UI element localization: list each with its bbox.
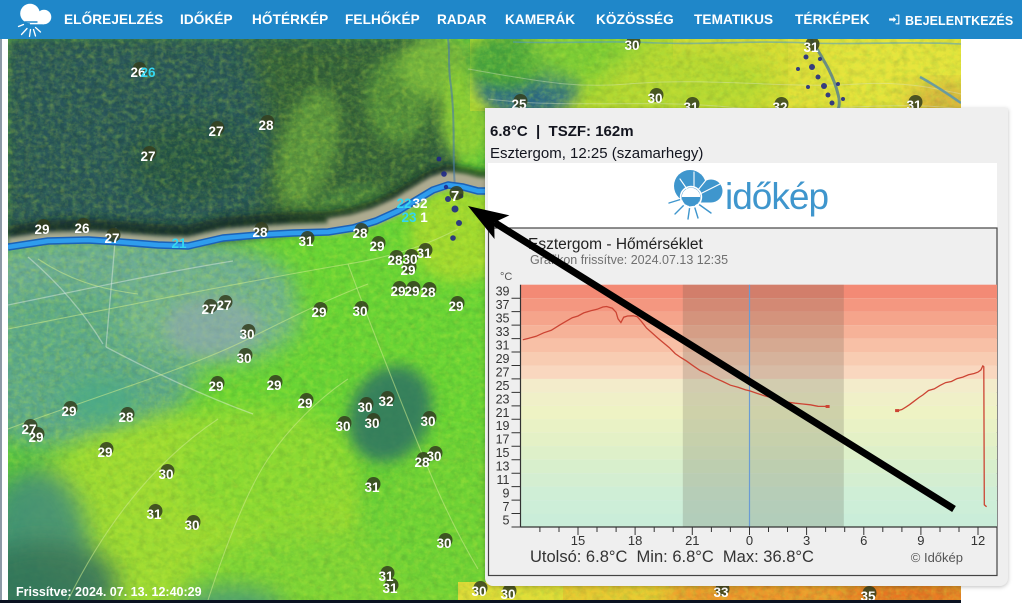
- svg-text:15: 15: [496, 446, 510, 460]
- svg-text:33: 33: [713, 585, 729, 600]
- svg-text:30: 30: [184, 518, 199, 533]
- svg-text:23: 23: [496, 392, 510, 406]
- svg-text:27: 27: [104, 231, 119, 246]
- svg-text:28: 28: [414, 455, 430, 470]
- svg-text:28: 28: [352, 226, 368, 241]
- svg-text:31: 31: [416, 246, 432, 261]
- svg-text:29: 29: [448, 299, 463, 314]
- svg-text:27: 27: [201, 302, 216, 317]
- svg-text:29: 29: [266, 378, 281, 393]
- svg-text:29: 29: [369, 239, 384, 254]
- svg-text:9: 9: [503, 487, 510, 501]
- svg-text:7: 7: [451, 188, 459, 205]
- svg-text:29: 29: [390, 284, 405, 299]
- svg-text:30: 30: [357, 400, 372, 415]
- svg-text:31: 31: [364, 480, 380, 495]
- svg-text:13: 13: [496, 460, 510, 474]
- svg-text:9: 9: [917, 533, 924, 548]
- svg-text:3: 3: [803, 533, 810, 548]
- svg-text:30: 30: [420, 414, 435, 429]
- svg-text:5: 5: [503, 514, 510, 528]
- svg-text:Frissítve: 2024. 07. 13. 12:40: Frissítve: 2024. 07. 13. 12:40:29: [16, 585, 202, 599]
- svg-text:31: 31: [298, 234, 314, 249]
- svg-text:35: 35: [860, 589, 876, 600]
- svg-text:30: 30: [364, 416, 379, 431]
- svg-text:28: 28: [258, 118, 274, 133]
- svg-text:7: 7: [503, 500, 510, 514]
- svg-text:30: 30: [352, 304, 367, 319]
- svg-text:31: 31: [496, 339, 510, 353]
- svg-text:29: 29: [34, 222, 49, 237]
- svg-text:31: 31: [803, 40, 819, 55]
- svg-text:0: 0: [746, 533, 753, 548]
- svg-text:27: 27: [21, 422, 36, 437]
- svg-text:26: 26: [130, 65, 146, 80]
- svg-text:30: 30: [500, 587, 515, 600]
- svg-text:28: 28: [420, 285, 436, 300]
- svg-text:32: 32: [412, 196, 427, 211]
- svg-text:37: 37: [496, 298, 510, 312]
- svg-text:Utolsó: 6.8°C Min: 6.8°C Max: Utolsó: 6.8°C Min: 6.8°C Max: 36.8°C: [530, 548, 814, 566]
- svg-text:22: 22: [396, 196, 411, 211]
- svg-text:27: 27: [216, 298, 231, 313]
- svg-text:31: 31: [378, 569, 394, 584]
- svg-text:12: 12: [971, 533, 985, 548]
- svg-text:29: 29: [208, 379, 223, 394]
- svg-text:© Időkép: © Időkép: [911, 550, 963, 565]
- svg-text:30: 30: [647, 91, 662, 106]
- svg-text:11: 11: [497, 473, 510, 487]
- svg-text:39: 39: [496, 285, 510, 299]
- svg-text:29: 29: [61, 404, 76, 419]
- svg-text:33: 33: [496, 325, 510, 339]
- svg-text:1: 1: [420, 210, 428, 225]
- svg-text:30: 30: [624, 39, 639, 53]
- svg-text:26: 26: [140, 65, 156, 80]
- svg-text:6: 6: [860, 533, 867, 548]
- svg-text:32: 32: [378, 394, 393, 409]
- svg-text:15: 15: [571, 533, 585, 548]
- svg-text:27: 27: [496, 365, 510, 379]
- svg-text:35: 35: [496, 312, 510, 326]
- svg-text:29: 29: [297, 396, 312, 411]
- svg-text:28: 28: [387, 253, 403, 268]
- svg-text:31: 31: [146, 507, 162, 522]
- svg-text:30: 30: [335, 419, 350, 434]
- svg-text:28: 28: [252, 225, 268, 240]
- svg-text:30: 30: [426, 449, 441, 464]
- svg-text:26: 26: [74, 221, 90, 236]
- svg-text:21: 21: [171, 236, 187, 251]
- svg-text:Esztergom - Hőmérséklet: Esztergom - Hőmérséklet: [528, 236, 704, 253]
- svg-text:28: 28: [118, 410, 134, 425]
- svg-text:17: 17: [496, 433, 510, 447]
- svg-text:30: 30: [236, 351, 251, 366]
- svg-text:°C: °C: [500, 271, 512, 283]
- svg-text:időkép: időkép: [725, 176, 828, 217]
- svg-text:Grafikon frissítve: 2024.07.13: Grafikon frissítve: 2024.07.13 12:35: [530, 253, 728, 267]
- svg-text:25: 25: [496, 379, 510, 393]
- svg-text:19: 19: [496, 419, 510, 433]
- svg-text:30: 30: [239, 327, 254, 342]
- svg-text:27: 27: [140, 149, 155, 164]
- svg-text:29: 29: [400, 263, 415, 278]
- svg-text:30: 30: [158, 467, 173, 482]
- svg-text:21: 21: [685, 533, 699, 548]
- svg-text:31: 31: [382, 581, 398, 596]
- svg-text:30: 30: [436, 536, 451, 551]
- svg-text:18: 18: [628, 533, 642, 548]
- svg-text:29: 29: [311, 305, 326, 320]
- svg-text:21: 21: [496, 406, 510, 420]
- svg-text:29: 29: [97, 445, 112, 460]
- svg-text:29: 29: [404, 284, 419, 299]
- svg-text:27: 27: [208, 124, 223, 139]
- svg-text:29: 29: [28, 430, 43, 445]
- svg-text:30: 30: [402, 252, 417, 267]
- svg-text:29: 29: [496, 352, 510, 366]
- svg-text:30: 30: [471, 584, 486, 599]
- svg-text:23: 23: [401, 210, 417, 225]
